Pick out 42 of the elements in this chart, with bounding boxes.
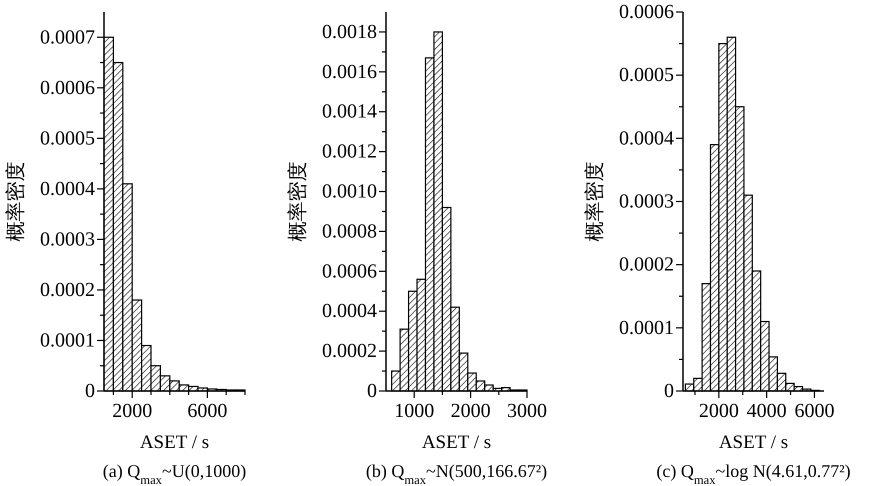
y-tick-label: 0.0005 [619,64,674,86]
y-tick-label: 0 [85,380,95,402]
y-tick-label: 0.0006 [322,260,377,282]
text: (a) Q$_{max}$~U(0,1000) [102,461,246,486]
y-tick-label: 0.0006 [619,1,674,23]
y-tick-label: 0.0001 [619,316,674,339]
y-axis-title: 概率密度 [584,162,606,242]
y-tick-label: 0.0008 [322,220,377,242]
y-tick-label: 0 [367,380,377,402]
y-tick-label: 0.0002 [40,278,95,301]
y-tick-label: 0.0018 [322,20,377,43]
text: (b) Q$_{max}$~N(500,166.67²) [366,461,548,486]
x-tick-label: 6000 [187,400,228,422]
x-tick-label: 4000 [746,400,787,422]
y-tick-label: 0.0002 [619,254,674,276]
y-tick-label: 0.0010 [322,180,377,203]
y-tick-label: 0.0007 [40,26,95,48]
y-tick-label: 0.0012 [322,140,377,163]
y-tick-label: 0.0006 [40,76,95,99]
y-tick-label: 0.0001 [40,329,95,352]
x-tick-label: 2000 [112,400,152,422]
x-tick-label: 2000 [698,400,739,422]
y-tick-label: 0.0005 [40,127,95,150]
x-axis-title: ASET / s [718,432,788,453]
y-tick-label: 0.0016 [322,60,377,83]
x-tick-label: 6000 [794,400,834,422]
y-tick-label: 0.0004 [619,127,674,150]
y-axis-title: 概率密度 [287,162,309,242]
y-tick-label: 0.0002 [322,340,377,362]
y-axis-title: 概率密度 [5,162,27,242]
y-tick-label: 0.0003 [40,228,95,250]
y-tick-label: 0.0004 [40,178,95,200]
text: (c) Q$_{max}$~log N(4.61,0.77²) [656,461,851,486]
y-tick-label: 0.0004 [322,300,377,322]
y-tick-label: 0.0014 [322,100,377,123]
x-axis-title: ASET / s [140,432,210,453]
y-tick-label: 0.0003 [619,190,674,212]
y-tick-label: 0 [664,380,674,402]
x-tick-label: 1000 [394,400,434,422]
x-tick-label: 3000 [507,400,547,422]
x-axis-title: ASET / s [422,432,492,453]
x-tick-label: 2000 [450,400,491,422]
